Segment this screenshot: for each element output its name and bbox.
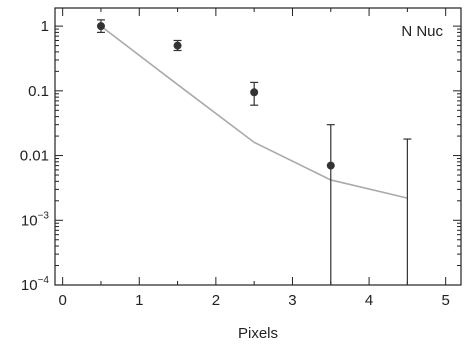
- x-tick-label: 0: [58, 292, 66, 309]
- x-tick-label: 3: [288, 292, 296, 309]
- x-axis-ticks: 0 1 2 3 4 5: [58, 8, 450, 309]
- y-tick-label: 10−3: [21, 210, 50, 229]
- x-tick-label: 5: [442, 292, 450, 309]
- error-bars: [96, 19, 412, 285]
- x-axis-title: Pixels: [238, 325, 278, 342]
- plot-frame: [54, 7, 462, 286]
- y-tick-label: 1: [41, 18, 49, 35]
- y-axis-ticks: 1 0.1 0.01 10−3 10−4: [20, 18, 461, 294]
- y-tick-label: 10−4: [21, 275, 50, 294]
- data-point: [250, 88, 259, 97]
- annotation-label: N Nuc: [401, 23, 443, 40]
- y-tick-label: 0.01: [20, 148, 49, 165]
- x-tick-label: 1: [135, 292, 143, 309]
- data-point: [326, 161, 335, 170]
- y-tick-label: 0.1: [28, 83, 49, 100]
- data-point: [96, 22, 105, 31]
- x-tick-label: 2: [212, 292, 220, 309]
- model-line: [100, 25, 408, 199]
- x-tick-label: 4: [365, 292, 373, 309]
- data-points: [96, 22, 335, 170]
- data-point: [173, 41, 182, 50]
